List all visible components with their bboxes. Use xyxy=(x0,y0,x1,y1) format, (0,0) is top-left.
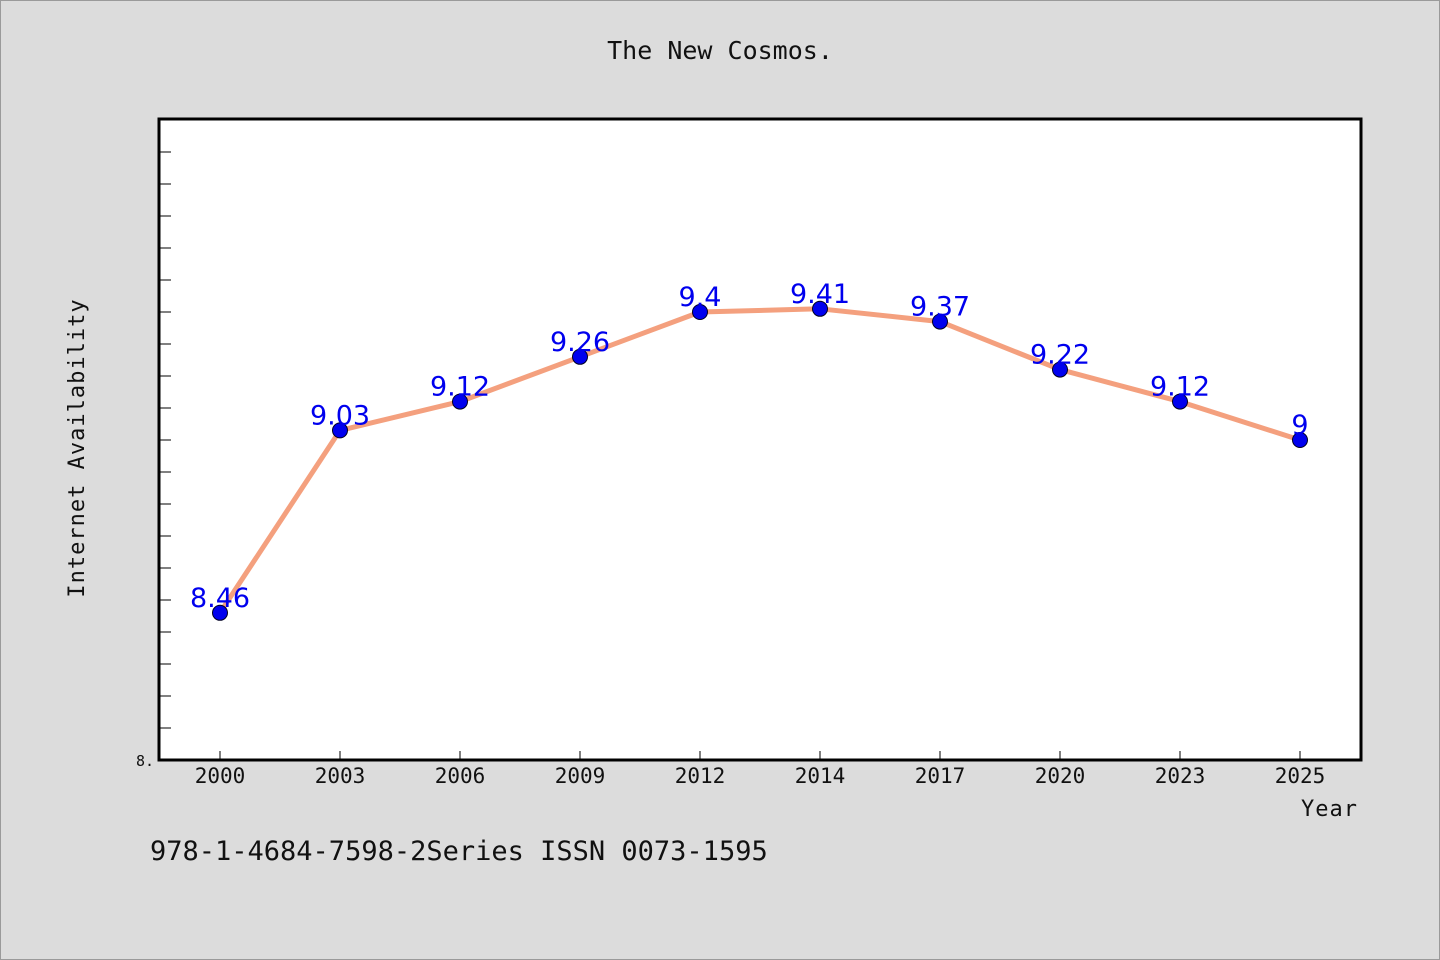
y-min-tick-label: 8. xyxy=(136,752,154,770)
plot-area xyxy=(157,117,1363,762)
data-label: 9.26 xyxy=(550,327,610,358)
data-label: 9 xyxy=(1291,410,1308,441)
data-point xyxy=(1052,361,1068,378)
data-point xyxy=(932,313,948,330)
data-point xyxy=(212,604,228,621)
data-point xyxy=(692,304,708,320)
x-tick-label: 2006 xyxy=(435,764,486,788)
series-marker-layer xyxy=(212,300,1308,621)
x-tick-label: 2023 xyxy=(1155,764,1206,788)
x-tick-label: 2025 xyxy=(1275,764,1326,788)
data-point xyxy=(812,300,828,317)
data-label: 9.41 xyxy=(790,279,850,310)
chart-title: The New Cosmos. xyxy=(607,36,833,65)
data-label: 9.37 xyxy=(910,292,970,323)
y-axis-ticks xyxy=(159,151,171,729)
data-point xyxy=(332,422,348,439)
data-point xyxy=(1292,432,1308,448)
series-line-layer xyxy=(217,306,1303,616)
series-line xyxy=(217,306,1303,616)
data-label: 9.12 xyxy=(1150,372,1210,403)
data-label: 9.03 xyxy=(310,400,370,431)
x-tick-label: 2014 xyxy=(795,764,846,788)
x-tick-label: 2020 xyxy=(1035,764,1086,788)
data-label: 9.12 xyxy=(430,372,490,403)
x-tick-label: 2009 xyxy=(555,764,606,788)
x-axis-ticks: 2000 2003 2006 2009 2012 2014 2017 2020 2023 2025 xyxy=(195,751,1326,788)
data-label: 8.46 xyxy=(190,583,250,614)
x-axis-title: Year xyxy=(1301,797,1358,822)
x-tick-label: 2000 xyxy=(195,764,246,788)
x-tick-label: 2012 xyxy=(675,764,726,788)
footer-isbn-text: 978-1-4684-7598-2Series ISSN 0073-1595 xyxy=(150,836,768,867)
data-point xyxy=(1172,393,1188,410)
data-label: 9.4 xyxy=(679,282,722,313)
data-point xyxy=(452,393,468,410)
data-label: 9.22 xyxy=(1030,340,1090,371)
y-axis-title: Internet Availability xyxy=(65,298,90,597)
data-label-layer: 8.46 9.03 9.12 9.26 9.4 9.41 9.37 9.22 9.12 9 xyxy=(190,279,1309,614)
x-tick-label: 2017 xyxy=(915,764,966,788)
x-tick-label: 2003 xyxy=(315,764,366,788)
data-point xyxy=(572,348,588,365)
